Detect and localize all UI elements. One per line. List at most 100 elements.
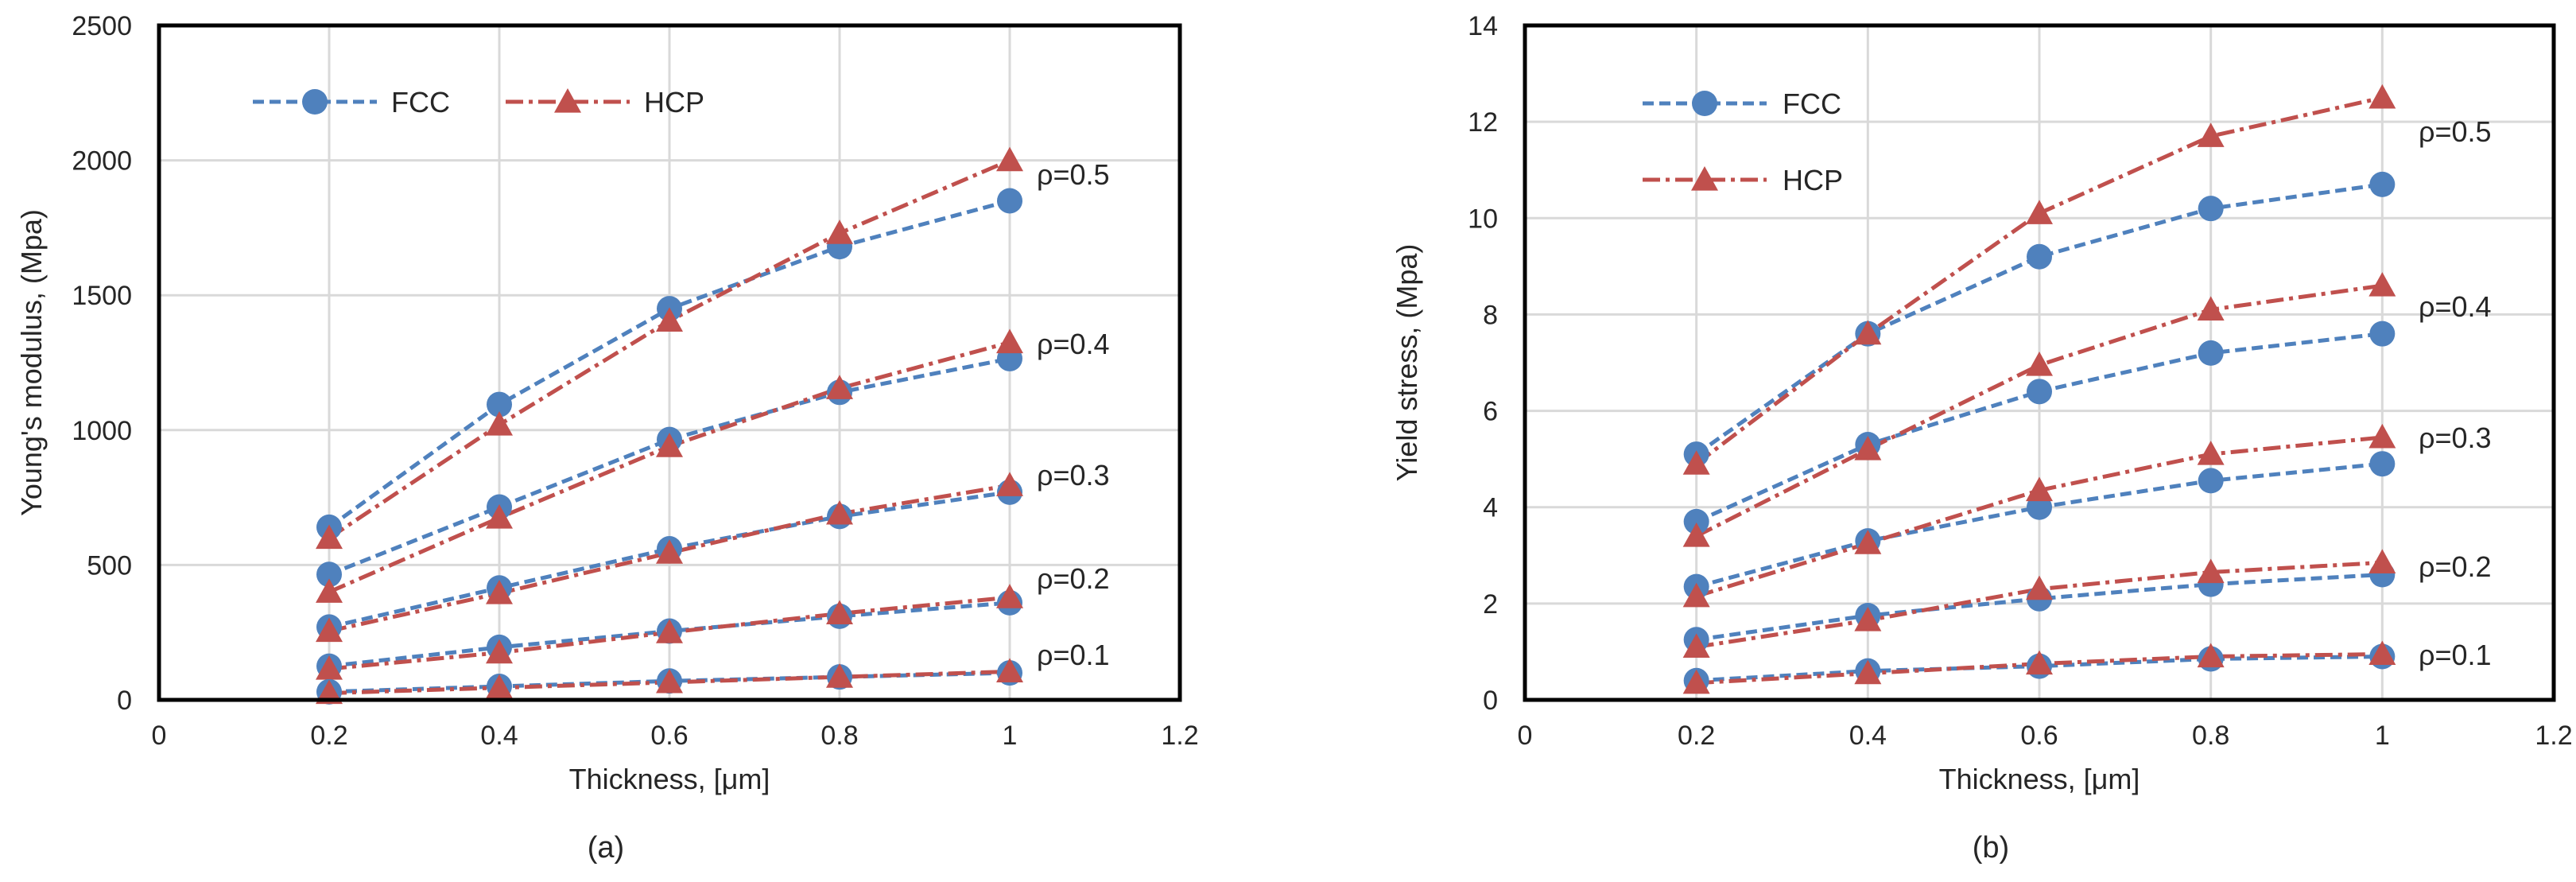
hcp-data-point [1682, 450, 1710, 475]
legend-fcc-label: FCC [1783, 87, 1841, 120]
hcp-data-point [2026, 575, 2053, 600]
fcc-data-point [2369, 171, 2396, 197]
hcp-data-point [996, 584, 1023, 608]
panel-caption: (a) [588, 831, 624, 865]
rho-annotation: ρ=0.1 [1037, 639, 1110, 671]
x-tick-label: 0.6 [650, 721, 688, 751]
y-tick-label: 14 [1468, 11, 1498, 41]
hcp-data-point [656, 668, 683, 694]
fcc-data-point [2198, 196, 2224, 222]
panel-caption: (b) [1973, 831, 2009, 865]
rho-annotation: ρ=0.2 [2419, 550, 2492, 583]
hcp-data-point [486, 411, 513, 436]
legend-fcc-marker [1692, 91, 1717, 116]
x-tick-label: 0.8 [821, 721, 858, 751]
hcp-data-point [2197, 296, 2225, 321]
hcp-data-point [826, 375, 853, 399]
y-tick-label: 1500 [72, 281, 132, 311]
x-tick-label: 0.6 [2020, 721, 2058, 751]
hcp-data-point [826, 663, 853, 688]
hcp-data-point [316, 617, 343, 643]
x-tick-label: 1.2 [2535, 721, 2572, 751]
hcp-data-point [996, 658, 1023, 682]
hcp-data-point [316, 578, 343, 603]
y-tick-label: 12 [1468, 107, 1498, 138]
hcp-data-point [316, 679, 343, 705]
hcp-data-point [656, 433, 683, 457]
x-tick-label: 0.4 [480, 721, 518, 751]
hcp-data-point [2026, 352, 2053, 376]
hcp-data-point [486, 674, 513, 699]
legend-hcp-marker [1691, 166, 1718, 191]
rho-annotation: ρ=0.5 [1037, 158, 1110, 191]
y-tick-label: 500 [87, 550, 132, 581]
y-tick-label: 1000 [72, 416, 132, 446]
rho-annotation: ρ=0.1 [2419, 639, 2492, 671]
hcp-data-point [996, 146, 1023, 172]
x-tick-label: 1 [1003, 721, 1018, 751]
hcp-data-point [1854, 659, 1882, 685]
fcc-data-point [1683, 508, 1709, 534]
fcc-data-point [2369, 451, 2396, 477]
hcp-data-point [2368, 84, 2396, 109]
hcp-data-point [826, 499, 853, 525]
fcc-data-point [2198, 468, 2224, 494]
hcp-data-point [656, 307, 683, 332]
x-tick-label: 0 [152, 721, 167, 751]
hcp-data-point [1854, 530, 1882, 554]
y-tick-label: 2000 [72, 146, 132, 177]
legend-fcc-label: FCC [391, 86, 450, 119]
hcp-data-point [486, 504, 513, 529]
hcp-data-point [1682, 669, 1710, 694]
x-axis-title: Thickness, [μm] [1939, 763, 2140, 795]
x-tick-label: 0.4 [1849, 721, 1887, 751]
y-tick-label: 6 [1483, 397, 1498, 427]
x-tick-label: 0.2 [310, 721, 347, 751]
rho-annotation: ρ=0.2 [1037, 562, 1110, 595]
hcp-data-point [2197, 643, 2225, 668]
hcp-data-point [2197, 122, 2225, 147]
fcc-series-line [328, 356, 1011, 577]
hcp-data-point [656, 539, 683, 564]
y-tick-label: 4 [1483, 493, 1498, 523]
hcp-data-point [1682, 633, 1710, 658]
plot-frame [1523, 23, 2556, 702]
hcp-data-point [2368, 549, 2396, 573]
rho-annotation: ρ=0.3 [2419, 422, 2492, 454]
rho-annotation: ρ=0.5 [2419, 115, 2492, 148]
hcp-data-point [2197, 441, 2225, 465]
y-tick-label: 0 [1483, 686, 1498, 716]
legend-fcc-marker [302, 89, 328, 115]
hcp-data-point [826, 220, 853, 244]
fcc-data-point [2198, 340, 2224, 366]
hcp-data-point [2197, 558, 2225, 584]
hcp-data-point [2026, 650, 2053, 675]
hcp-data-point [1682, 523, 1710, 547]
y-axis-title: Yield stress, (Mpa) [1391, 244, 1423, 482]
hcp-data-point [2368, 423, 2396, 449]
fcc-data-point [487, 391, 512, 418]
hcp-data-point [316, 524, 343, 550]
fcc-data-point [2369, 321, 2396, 347]
y-axis-title: Young's modulus, (Mpa) [15, 209, 48, 516]
chart-a: 0 0.2 0.4 0.6 0.8 1 1.2 0 500 1000 1500 2000 2500 Thi… [15, 11, 1199, 865]
fcc-series-line [1695, 182, 2383, 457]
hcp-data-point [486, 639, 513, 664]
hcp-data-point [996, 472, 1023, 496]
hcp-data-point [486, 580, 513, 604]
y-tick-label: 10 [1468, 204, 1498, 234]
hcp-data-point [2026, 476, 2053, 502]
rho-annotation: ρ=0.4 [2419, 290, 2492, 323]
hcp-data-point [2368, 272, 2396, 297]
fcc-data-point [2027, 243, 2052, 270]
hcp-data-point [316, 655, 343, 680]
hcp-data-point [826, 600, 853, 625]
hcp-data-point [996, 328, 1023, 354]
x-tick-label: 0.2 [1678, 721, 1715, 751]
x-tick-label: 0.8 [2192, 721, 2229, 751]
legend-hcp-marker [554, 88, 581, 113]
chart-b: 0 0.2 0.4 0.6 0.8 1 1.2 0 2 4 6 8 10 12 14 Thickness, [… [1391, 11, 2573, 865]
fcc-series-line [1696, 573, 2383, 642]
